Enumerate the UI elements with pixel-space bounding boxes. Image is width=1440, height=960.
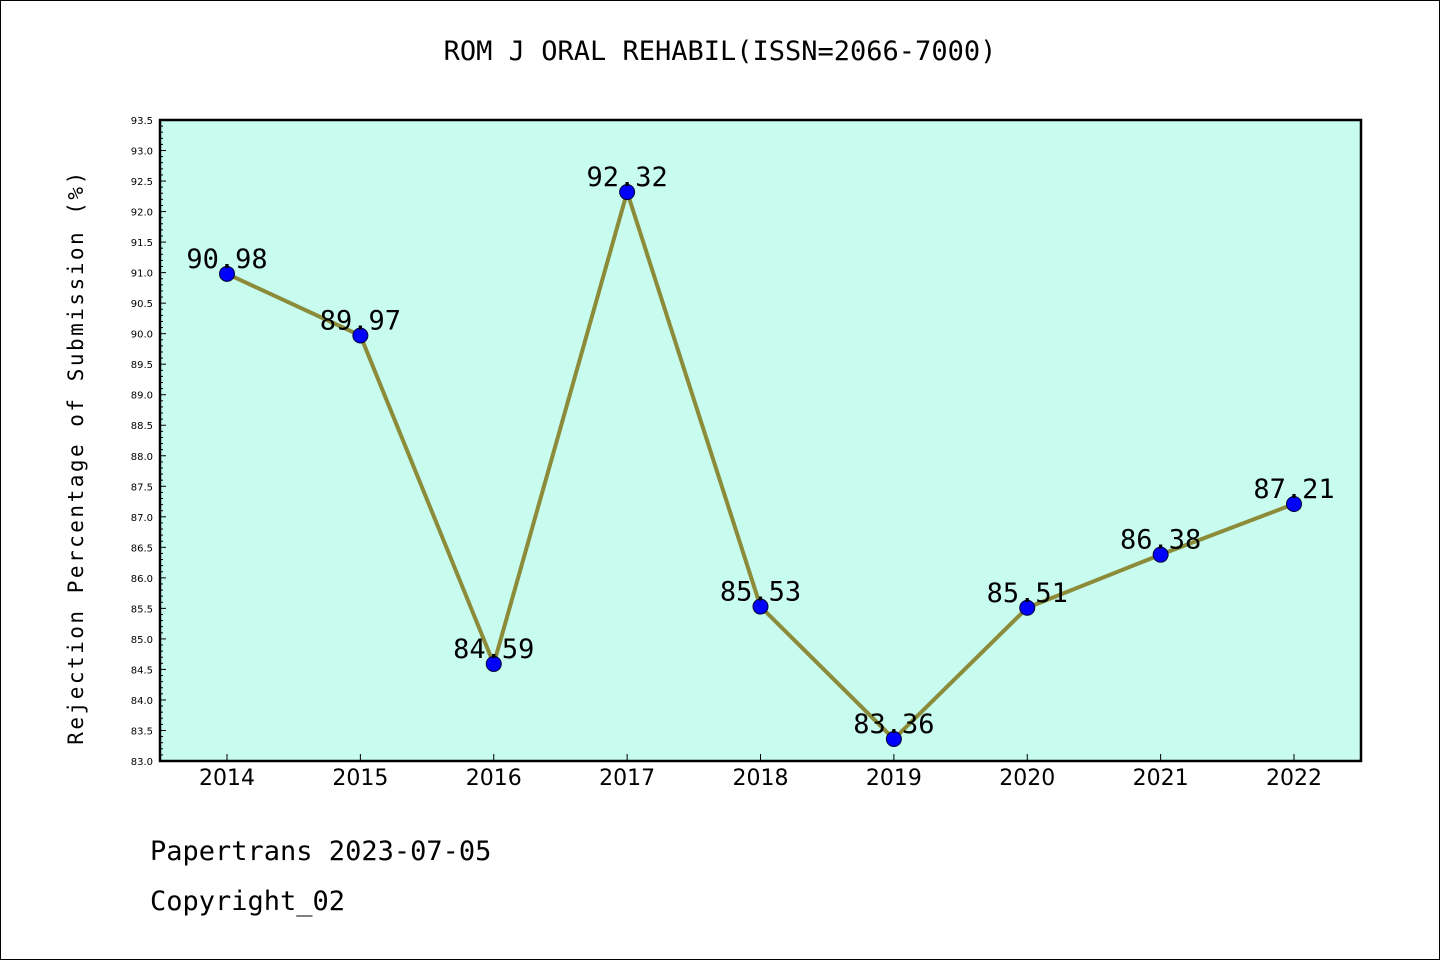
data-label: 90.98: [186, 244, 267, 275]
x-tick-label: 2018: [733, 766, 789, 791]
data-label: 85.51: [987, 578, 1068, 609]
data-point-marker: [219, 265, 235, 282]
chart-title: ROM J ORAL REHABIL(ISSN=2066-7000): [443, 36, 997, 67]
data-label: 85.53: [720, 577, 801, 608]
x-tick-label: 2015: [332, 766, 388, 791]
x-tick-label: 2019: [866, 766, 922, 791]
y-tick-label: 91.0: [131, 269, 153, 280]
data-label: 89.97: [320, 305, 401, 336]
x-tick-label: 2014: [199, 766, 255, 791]
data-point-marker: [1152, 546, 1169, 563]
y-tick-label: 92.5: [131, 177, 153, 188]
data-point-marker: [352, 327, 369, 344]
data-label: 92.32: [586, 162, 667, 193]
y-tick-label: 86.5: [131, 543, 153, 554]
y-tick-label: 89.5: [131, 360, 153, 371]
plot-area-background: [160, 120, 1361, 761]
y-tick-label: 92.0: [131, 208, 153, 219]
x-tick-label: 2016: [466, 766, 522, 791]
data-point-marker: [752, 598, 769, 615]
x-tick-label: 2022: [1266, 766, 1322, 791]
y-tick-label: 86.0: [131, 574, 153, 585]
y-tick-label: 87.0: [131, 513, 153, 524]
y-tick-label: 85.0: [131, 635, 153, 646]
y-tick-label: 89.0: [131, 391, 153, 402]
y-tick-label: 83.5: [131, 726, 153, 737]
data-label: 84.59: [453, 634, 534, 665]
y-tick-label: 84.5: [131, 665, 153, 676]
y-tick-label: 84.0: [131, 696, 153, 707]
data-point-marker: [1286, 495, 1302, 512]
data-label: 86.38: [1120, 525, 1201, 556]
plot-area-border: [158, 118, 1363, 763]
data-point-marker: [485, 655, 502, 672]
data-label: 87.21: [1253, 474, 1334, 505]
y-tick-label: 85.5: [131, 604, 153, 615]
data-label: 83.36: [853, 709, 934, 740]
y-tick-label: 88.0: [131, 452, 153, 463]
y-tick-label: 93.0: [131, 147, 153, 158]
y-tick-label: 90.5: [131, 299, 153, 310]
y-tick-label: 90.0: [131, 330, 153, 341]
y-tick-label: 83.0: [131, 757, 153, 768]
data-point-marker: [885, 731, 902, 748]
data-point-marker: [1019, 599, 1036, 616]
y-tick-label: 91.5: [131, 238, 153, 249]
y-tick-label: 87.5: [131, 482, 153, 493]
y-tick-label: 93.5: [131, 116, 153, 127]
footer-copyright-line: Copyright_02: [150, 886, 346, 917]
data-point-marker: [619, 184, 636, 201]
x-tick-label: 2017: [599, 766, 655, 791]
x-tick-label: 2020: [999, 766, 1055, 791]
footer-date-line: Papertrans 2023-07-05: [150, 836, 492, 867]
y-tick-label: 88.5: [131, 421, 153, 432]
x-tick-label: 2021: [1133, 766, 1189, 791]
